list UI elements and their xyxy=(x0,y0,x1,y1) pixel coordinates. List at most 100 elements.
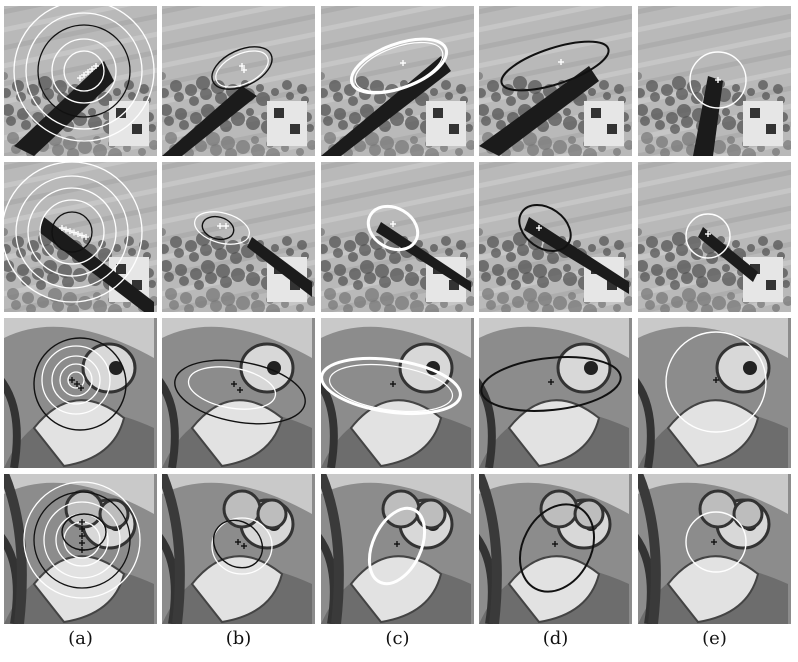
scale-circle xyxy=(37,24,131,118)
panel-row3-a xyxy=(4,318,157,468)
label-b: (b) xyxy=(225,628,252,649)
center-marker xyxy=(711,539,717,545)
panel-row1-c xyxy=(321,6,474,156)
center-marker xyxy=(390,221,396,227)
scale-circle xyxy=(25,12,143,130)
panel-row2-a xyxy=(4,162,157,312)
center-marker xyxy=(69,377,75,383)
scale-circle xyxy=(59,363,93,397)
panel-row4-d xyxy=(479,474,632,624)
panel-row4-a xyxy=(4,474,157,624)
label-c: (c) xyxy=(385,628,410,649)
scale-circle xyxy=(27,187,117,277)
center-marker xyxy=(548,379,554,385)
center-marker xyxy=(67,228,73,234)
label-d: (d) xyxy=(542,628,569,649)
center-marker xyxy=(217,223,223,229)
panel-row2-c xyxy=(321,162,474,312)
center-marker xyxy=(78,385,84,391)
region-ellipse xyxy=(685,213,731,259)
scale-circle xyxy=(51,38,117,104)
center-marker xyxy=(77,75,83,81)
center-marker xyxy=(239,63,245,69)
region-ellipse xyxy=(328,363,454,413)
center-marker xyxy=(552,541,558,547)
region-ellipse xyxy=(174,359,306,425)
center-marker xyxy=(536,225,542,231)
panel-row1-d xyxy=(479,6,632,156)
center-marker xyxy=(83,234,89,240)
panel-row3-b xyxy=(162,318,315,468)
center-marker xyxy=(63,226,69,233)
region-ellipse xyxy=(211,46,273,90)
region-ellipse xyxy=(366,204,420,252)
center-marker xyxy=(89,66,95,72)
scale-circle xyxy=(33,491,131,589)
center-marker xyxy=(241,67,247,73)
region-ellipse xyxy=(689,51,747,109)
region-ellipse xyxy=(212,519,264,569)
center-marker xyxy=(59,225,65,231)
scale-circle xyxy=(33,337,127,431)
region-ellipse xyxy=(665,331,767,433)
center-marker xyxy=(394,541,400,547)
panel-row2-e xyxy=(638,162,791,312)
panel-row2-d xyxy=(479,162,632,312)
panel-row3-e xyxy=(638,318,791,468)
center-marker xyxy=(79,540,85,546)
scale-circle xyxy=(39,199,105,265)
center-marker xyxy=(79,232,85,239)
region-ellipse xyxy=(321,356,462,416)
region-ellipse xyxy=(354,41,444,93)
center-marker xyxy=(715,77,721,83)
panel-row1-a xyxy=(4,6,157,156)
region-ellipse xyxy=(500,40,610,92)
center-marker xyxy=(71,229,77,236)
region-ellipse xyxy=(201,215,235,241)
panel-row4-c xyxy=(321,474,474,624)
center-marker xyxy=(241,543,247,549)
panel-row3-c xyxy=(321,318,474,468)
scale-circle xyxy=(13,6,155,142)
region-ellipse xyxy=(215,50,269,88)
center-marker xyxy=(231,381,237,387)
label-e: (e) xyxy=(702,628,727,649)
scale-circle xyxy=(51,355,101,405)
scale-circle xyxy=(4,162,143,303)
region-ellipse xyxy=(194,211,250,245)
region-ellipse xyxy=(685,511,747,573)
scale-circle xyxy=(15,175,129,289)
scale-circle xyxy=(41,345,111,415)
scale-circle xyxy=(51,211,93,253)
center-marker xyxy=(79,519,85,525)
center-marker xyxy=(558,59,564,65)
label-a: (a) xyxy=(68,628,93,649)
center-marker xyxy=(75,231,81,237)
panel-row1-b xyxy=(162,6,315,156)
scale-circle xyxy=(63,50,105,92)
center-marker xyxy=(79,547,85,553)
center-marker xyxy=(93,63,99,69)
region-ellipse xyxy=(519,503,595,593)
panel-row3-d xyxy=(479,318,632,468)
center-marker xyxy=(400,60,406,66)
scale-circle xyxy=(43,501,121,579)
region-ellipse xyxy=(480,356,622,412)
panel-row4-b xyxy=(162,474,315,624)
panel-row1-e xyxy=(638,6,791,156)
region-ellipse xyxy=(187,366,277,410)
center-marker xyxy=(237,387,243,393)
center-marker xyxy=(390,381,396,387)
region-ellipse xyxy=(349,37,449,95)
scale-circle xyxy=(23,481,141,599)
panel-row4-e xyxy=(638,474,791,624)
center-marker xyxy=(705,231,711,237)
panel-row2-b xyxy=(162,162,315,312)
region-ellipse xyxy=(518,204,572,252)
center-marker xyxy=(235,539,241,545)
center-marker xyxy=(223,223,229,229)
region-ellipse xyxy=(367,506,427,586)
center-marker xyxy=(79,533,85,539)
scale-circle xyxy=(67,371,85,389)
